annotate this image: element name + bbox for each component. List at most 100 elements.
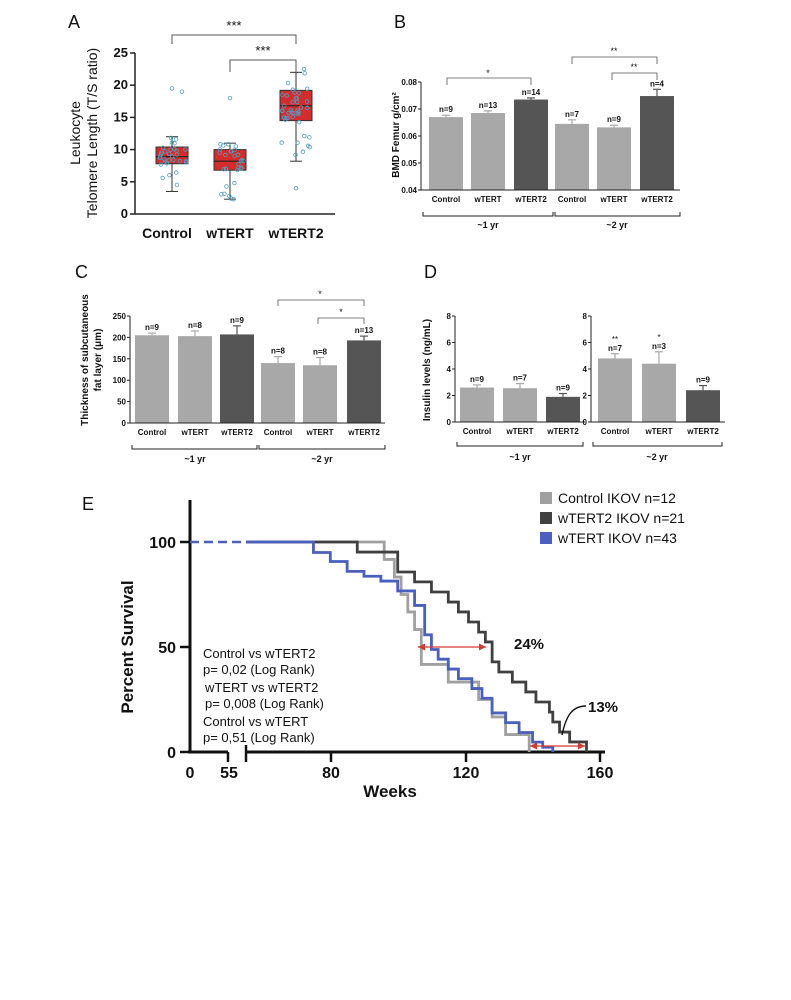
data-point bbox=[304, 86, 310, 91]
panel-a: A Leukocyte Telomere Length (T/S ratio) … bbox=[67, 12, 335, 241]
group-label-d: ~1 yr bbox=[509, 452, 531, 462]
outlier-point bbox=[169, 86, 175, 91]
bars-d bbox=[452, 315, 725, 423]
y-tick-label-a: 5 bbox=[121, 174, 128, 189]
data-point bbox=[227, 193, 232, 199]
x-tick-label-a: wTERT bbox=[205, 225, 254, 241]
y-tick-label-c: 150 bbox=[113, 355, 127, 364]
n-label-b: n=7 bbox=[565, 110, 580, 119]
data-point bbox=[298, 105, 304, 110]
n-label-d: n=9 bbox=[470, 375, 485, 384]
data-point bbox=[221, 143, 226, 148]
panel-e: E Percent Survival Weeks 100 50 0 0 55 8… bbox=[82, 490, 685, 801]
data-point bbox=[168, 147, 173, 152]
group-label-b: ~2 yr bbox=[606, 220, 628, 230]
sig-bracket-b-1 bbox=[446, 77, 532, 85]
x-tick-label-c: wTERT2 bbox=[220, 428, 253, 437]
x-tick-label-c: wTERT bbox=[305, 428, 333, 437]
panel-letter-c: C bbox=[75, 262, 88, 282]
group-label-d: ~2 yr bbox=[646, 452, 668, 462]
n-label-b: n=14 bbox=[522, 88, 541, 97]
bar-d-wtert2 bbox=[686, 390, 720, 422]
n-label-c: n=8 bbox=[313, 348, 328, 357]
legend-swatch-control bbox=[540, 492, 552, 504]
bar-b-wtert2 bbox=[640, 96, 674, 190]
bar-c-wtert2 bbox=[347, 340, 381, 423]
km-curve-wtert bbox=[246, 540, 555, 752]
ylabel-c-line2: fat layer (μm) bbox=[93, 329, 104, 392]
sig-bracket-a-1 bbox=[171, 34, 297, 44]
data-point bbox=[290, 99, 295, 105]
data-point bbox=[294, 99, 300, 105]
ylabel-c-line1: Thickness of subcutaneous bbox=[80, 294, 91, 426]
data-point bbox=[164, 161, 170, 166]
data-point bbox=[280, 92, 285, 98]
data-point bbox=[217, 150, 222, 156]
x-tick-label-b: wTERT bbox=[473, 195, 501, 204]
group-label-c: ~1 yr bbox=[184, 454, 206, 464]
n-label-d: n=9 bbox=[556, 384, 571, 393]
bar-c-wtert2 bbox=[220, 334, 254, 423]
data-point bbox=[295, 140, 300, 145]
group-bracket-d-1 bbox=[456, 442, 584, 447]
outlier-point bbox=[227, 95, 233, 101]
data-point bbox=[166, 151, 172, 156]
sig-label-b: * bbox=[486, 68, 490, 78]
data-point bbox=[174, 182, 180, 188]
y-tick-label-b: 0.07 bbox=[401, 105, 417, 114]
data-point bbox=[160, 175, 165, 181]
data-point bbox=[167, 172, 172, 178]
y-tick-label-d: 0 bbox=[583, 418, 588, 427]
data-point bbox=[235, 152, 241, 157]
stat-line: Control vs wTERT bbox=[203, 714, 308, 729]
data-point bbox=[304, 99, 310, 104]
data-point bbox=[286, 110, 291, 116]
arrowhead-right bbox=[479, 643, 486, 651]
legend-swatch-wtert2 bbox=[540, 512, 552, 524]
data-point bbox=[296, 119, 302, 125]
data-point bbox=[296, 111, 301, 117]
ylabel-b: BMD Femur g/cm² bbox=[391, 92, 402, 178]
legend-label: wTERT IKOV n=43 bbox=[557, 530, 677, 546]
data-point bbox=[171, 157, 176, 163]
panel-c: C Thickness of subcutaneous fat layer (μ… bbox=[75, 262, 386, 464]
bar-b-wtert bbox=[597, 127, 631, 190]
group-label-c: ~2 yr bbox=[311, 454, 333, 464]
panel-letter-e: E bbox=[82, 494, 94, 514]
bars-b bbox=[418, 81, 680, 191]
max-survival-arrow bbox=[530, 742, 585, 750]
ylabel-a-line1: Leukocyte bbox=[67, 101, 83, 165]
sig-bracket-b-3 bbox=[611, 72, 658, 80]
x-tick-label-d: wTERT2 bbox=[546, 427, 579, 436]
n-label-c: n=9 bbox=[145, 323, 160, 332]
x-tick-label-d: wTERT bbox=[505, 427, 533, 436]
sig-label-a: *** bbox=[255, 43, 270, 58]
sig-label-d: * bbox=[657, 333, 660, 342]
data-point bbox=[236, 161, 241, 167]
data-point bbox=[290, 114, 296, 120]
y-tick-label-d: 4 bbox=[583, 365, 588, 374]
y-tick-label-c: 250 bbox=[113, 312, 127, 321]
data-point bbox=[226, 142, 231, 147]
data-point bbox=[219, 192, 224, 197]
x-tick-label-e: 0 bbox=[186, 765, 195, 782]
y-tick-label-e: 0 bbox=[167, 745, 176, 762]
y-tick-label-a: 20 bbox=[114, 77, 128, 92]
ylabel-d: Insulin levels (ng/mL) bbox=[422, 319, 433, 421]
y-tick-label-d: 8 bbox=[447, 312, 452, 321]
x-labels-d: Control wTERT wTERT2 Control wTERT wTERT… bbox=[463, 333, 720, 436]
panel-letter-a: A bbox=[68, 12, 80, 32]
sig-label-b: ** bbox=[630, 62, 638, 72]
y-ticks-c: 0 50 100 150 200 250 bbox=[113, 312, 127, 428]
n-label-d: n=3 bbox=[652, 342, 667, 351]
y-ticks-d: 0 2 4 6 8 0 2 4 6 8 bbox=[447, 312, 588, 427]
data-point bbox=[232, 180, 237, 186]
stat-line: p= 0,51 (Log Rank) bbox=[203, 730, 315, 745]
bar-c-wtert bbox=[178, 336, 212, 423]
legend-e: Control IKOV n=12 wTERT2 IKOV n=21 wTERT… bbox=[540, 490, 685, 546]
bar-c-control bbox=[261, 363, 295, 423]
sig-label-d: ** bbox=[612, 335, 618, 344]
y-tick-label-c: 0 bbox=[122, 419, 127, 428]
stat-line: p= 0,008 (Log Rank) bbox=[205, 696, 324, 711]
y-tick-label-b: 0.08 bbox=[401, 78, 417, 87]
